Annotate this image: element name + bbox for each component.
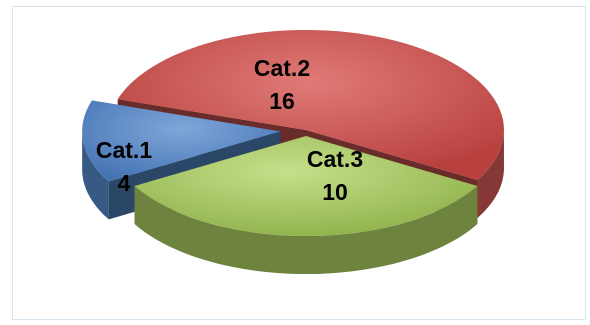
data-label-category: Cat.3 xyxy=(307,146,363,172)
data-label-category: Cat.2 xyxy=(254,55,310,81)
data-label-value: 16 xyxy=(269,88,295,114)
data-label-value: 4 xyxy=(118,170,131,196)
data-label-category: Cat.1 xyxy=(96,137,152,163)
data-label-value: 10 xyxy=(322,179,348,205)
pie-slice-cat3 xyxy=(134,136,478,275)
